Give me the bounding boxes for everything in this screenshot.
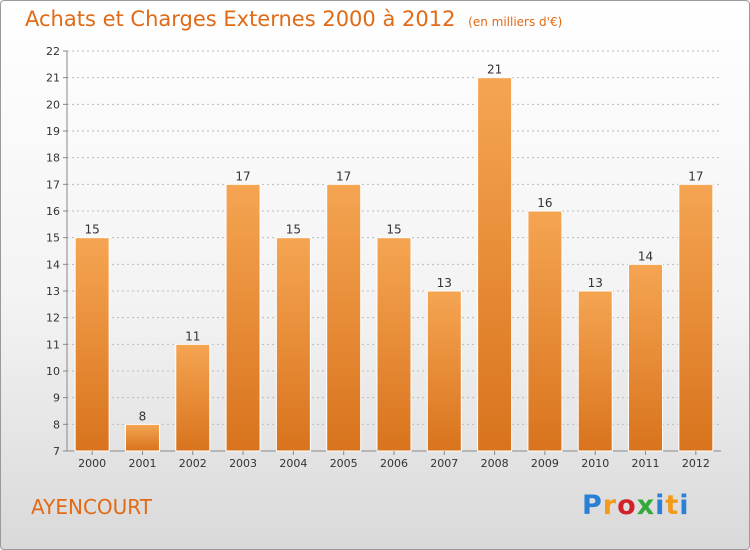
y-tick-label: 16 [46,205,60,218]
y-tick-label: 9 [53,392,60,405]
bar [577,290,613,452]
x-tick-label: 2009 [531,457,559,470]
bar [225,183,261,452]
data-label: 15 [85,223,100,237]
data-label: 21 [487,63,502,77]
x-tick-label: 2007 [430,457,458,470]
location-label: AYENCOURT [31,495,152,519]
data-label: 17 [235,169,250,183]
bar [175,343,211,452]
x-tick-label: 2012 [682,457,710,470]
y-tick-label: 13 [46,285,60,298]
y-tick-label: 18 [46,152,60,165]
x-tick-label: 2002 [179,457,207,470]
x-tick-label: 2000 [78,457,106,470]
x-tick-label: 2010 [581,457,609,470]
x-tick-label: 2008 [481,457,509,470]
y-tick-label: 17 [46,178,60,191]
data-label: 14 [638,249,653,263]
x-tick-label: 2004 [279,457,307,470]
y-tick-label: 8 [53,418,60,431]
data-label: 17 [688,169,703,183]
x-tick-label: 2006 [380,457,408,470]
y-tick-label: 20 [46,98,60,111]
y-tick-label: 14 [46,258,60,271]
y-tick-label: 22 [46,45,60,58]
y-tick-label: 12 [46,312,60,325]
data-label: 17 [336,169,351,183]
data-label: 16 [537,196,552,210]
data-label: 8 [139,409,147,423]
bar [628,263,664,452]
y-tick-label: 10 [46,365,60,378]
data-label: 15 [386,223,401,237]
x-tick-label: 2003 [229,457,257,470]
bar [326,183,362,452]
chart-title-unit: (en milliers d'€) [468,15,563,29]
bar [124,423,160,452]
data-label: 11 [185,329,200,343]
bar [376,237,412,452]
x-tick-label: 2011 [632,457,660,470]
y-tick-label: 7 [53,445,60,458]
y-tick-label: 21 [46,72,60,85]
x-tick-label: 2001 [128,457,156,470]
bar [426,290,462,452]
bar [74,237,110,452]
proxiti-logo: Proxiti [582,490,690,521]
chart-title: Achats et Charges Externes 2000 à 2012 (… [25,7,562,31]
data-label: 15 [286,223,301,237]
y-tick-label: 19 [46,125,60,138]
bar [678,183,714,452]
y-tick-label: 11 [46,338,60,351]
bar [527,210,563,452]
data-label: 13 [437,276,452,290]
y-tick-label: 15 [46,232,60,245]
x-tick-label: 2005 [330,457,358,470]
chart-title-main: Achats et Charges Externes 2000 à 2012 [25,7,456,31]
bar [275,237,311,452]
data-label: 13 [588,276,603,290]
bar [477,77,513,452]
